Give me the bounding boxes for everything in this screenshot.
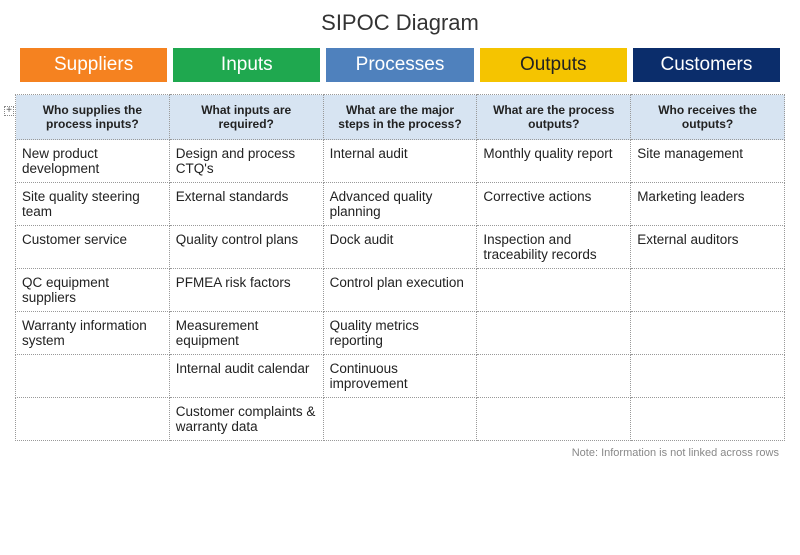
table-cell: Internal audit xyxy=(323,140,477,183)
table-cell: Customer complaints & warranty data xyxy=(169,398,323,441)
table-cell: External standards xyxy=(169,183,323,226)
table-row: Internal audit calendarContinuous improv… xyxy=(16,355,785,398)
table-cell xyxy=(477,312,631,355)
table-cell xyxy=(477,355,631,398)
column-header: What inputs are required? xyxy=(169,95,323,140)
table-cell xyxy=(631,355,785,398)
sipoc-header-suppliers: Suppliers xyxy=(20,48,167,82)
table-cell xyxy=(16,398,170,441)
table-cell: Internal audit calendar xyxy=(169,355,323,398)
table-cell: Inspection and traceability records xyxy=(477,226,631,269)
table-cell: New product development xyxy=(16,140,170,183)
table-cell xyxy=(323,398,477,441)
table-cell xyxy=(477,398,631,441)
table-cell: Advanced quality planning xyxy=(323,183,477,226)
table-cell xyxy=(631,312,785,355)
table-cell: Continuous improvement xyxy=(323,355,477,398)
table-cell: External auditors xyxy=(631,226,785,269)
column-header: Who supplies the process inputs? xyxy=(16,95,170,140)
table-cell xyxy=(477,269,631,312)
table-cell: Quality metrics reporting xyxy=(323,312,477,355)
table-row: Site quality steering teamExternal stand… xyxy=(16,183,785,226)
sipoc-header-processes: Processes xyxy=(326,48,473,82)
table-header-row: Who supplies the process inputs?What inp… xyxy=(16,95,785,140)
table-cell: Corrective actions xyxy=(477,183,631,226)
sipoc-header-row: SuppliersInputsProcessesOutputsCustomers xyxy=(15,48,785,82)
table-row: Warranty information systemMeasurement e… xyxy=(16,312,785,355)
expand-icon[interactable]: + xyxy=(4,106,14,116)
footnote: Note: Information is not linked across r… xyxy=(15,447,785,459)
table-cell: Marketing leaders xyxy=(631,183,785,226)
sipoc-table: Who supplies the process inputs?What inp… xyxy=(15,94,785,441)
table-cell: Site quality steering team xyxy=(16,183,170,226)
table-cell: Design and process CTQ's xyxy=(169,140,323,183)
column-header: What are the major steps in the process? xyxy=(323,95,477,140)
table-cell: Dock audit xyxy=(323,226,477,269)
table-cell xyxy=(631,269,785,312)
table-row: New product developmentDesign and proces… xyxy=(16,140,785,183)
table-row: Customer serviceQuality control plansDoc… xyxy=(16,226,785,269)
table-cell: Warranty information system xyxy=(16,312,170,355)
table-cell: Site management xyxy=(631,140,785,183)
column-header: Who receives the outputs? xyxy=(631,95,785,140)
table-cell: Quality control plans xyxy=(169,226,323,269)
table-row: Customer complaints & warranty data xyxy=(16,398,785,441)
sipoc-header-customers: Customers xyxy=(633,48,780,82)
table-cell: Customer service xyxy=(16,226,170,269)
sipoc-header-outputs: Outputs xyxy=(480,48,627,82)
table-cell: PFMEA risk factors xyxy=(169,269,323,312)
table-row: QC equipment suppliersPFMEA risk factors… xyxy=(16,269,785,312)
page-title: SIPOC Diagram xyxy=(15,10,785,36)
table-cell: QC equipment suppliers xyxy=(16,269,170,312)
table-cell: Control plan execution xyxy=(323,269,477,312)
sipoc-header-inputs: Inputs xyxy=(173,48,320,82)
table-body: New product developmentDesign and proces… xyxy=(16,140,785,441)
table-cell: Monthly quality report xyxy=(477,140,631,183)
table-cell xyxy=(16,355,170,398)
column-header: What are the process outputs? xyxy=(477,95,631,140)
table-cell xyxy=(631,398,785,441)
table-cell: Measurement equipment xyxy=(169,312,323,355)
